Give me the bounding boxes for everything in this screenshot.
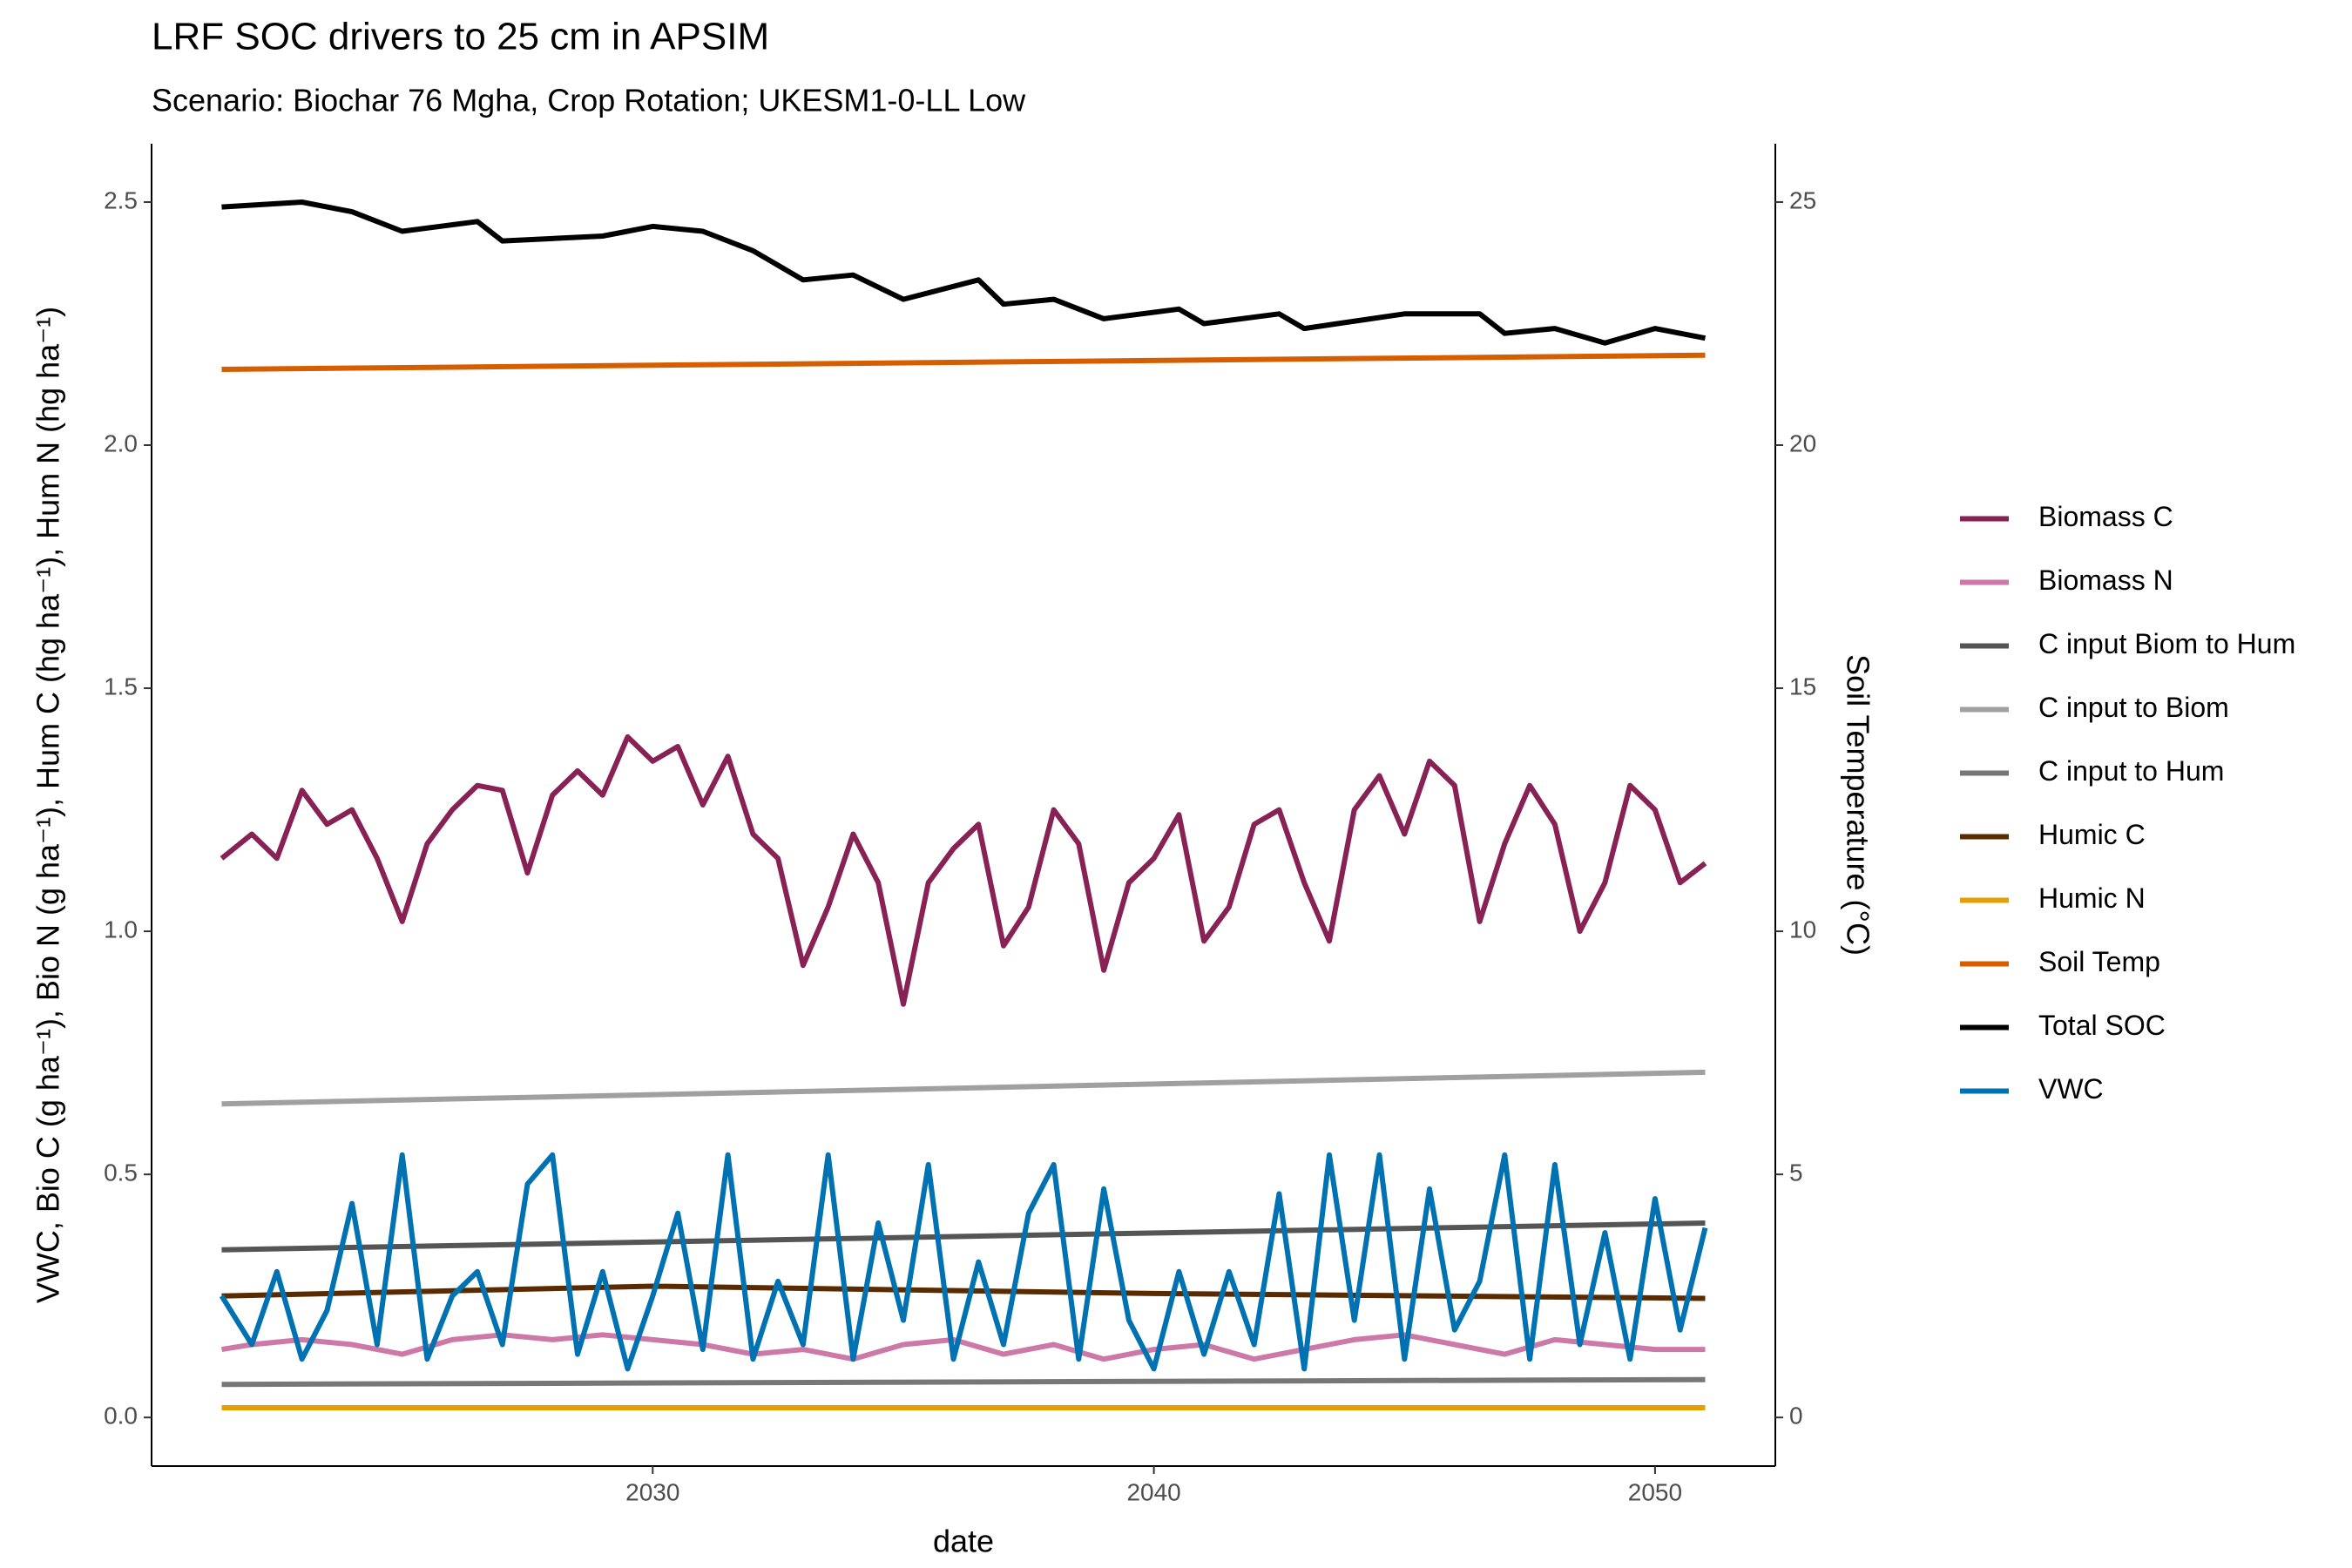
y-tick-label: 2.0 <box>104 429 138 456</box>
x-axis-title: date <box>933 1524 994 1559</box>
y2-tick-label: 25 <box>1789 186 1816 213</box>
series-line <box>221 1069 1706 1107</box>
series-line <box>221 199 1707 346</box>
y2-tick-label: 20 <box>1789 429 1816 456</box>
y-axis-title: VWC, Bio C (g ha⁻¹), Bio N (g ha⁻¹), Hum… <box>30 307 66 1303</box>
series-line <box>221 1283 1706 1301</box>
legend-label: Soil Temp <box>2038 946 2160 977</box>
series-line <box>220 733 1707 1007</box>
y2-axis-title: Soil Temperature (°C) <box>1840 654 1876 956</box>
y-tick-label: 0.5 <box>104 1159 138 1186</box>
series-line <box>221 1376 1706 1388</box>
legend-label: C input Biom to Hum <box>2038 628 2295 659</box>
legend-label: Humic N <box>2038 882 2146 914</box>
legend-label: Humic C <box>2038 819 2146 850</box>
y2-tick-label: 0 <box>1789 1402 1803 1429</box>
y2-tick-label: 10 <box>1789 916 1816 943</box>
chart-title: LRF SOC drivers to 25 cm in APSIM <box>152 16 769 58</box>
legend-label: Biomass C <box>2038 501 2173 532</box>
y-tick-label: 1.0 <box>104 916 138 943</box>
series-line <box>221 1332 1706 1362</box>
series-line <box>219 1152 1708 1372</box>
legend-label: Total SOC <box>2038 1010 2166 1041</box>
x-tick-label: 2050 <box>1628 1478 1682 1505</box>
legend-label: C input to Hum <box>2038 755 2224 787</box>
x-tick-label: 2040 <box>1126 1478 1180 1505</box>
legend-label: VWC <box>2038 1073 2104 1105</box>
y-tick-label: 0.0 <box>104 1402 138 1429</box>
legend-label: C input to Biom <box>2038 692 2229 723</box>
legend-label: Biomass N <box>2038 564 2173 596</box>
series-line <box>221 352 1706 372</box>
y2-tick-label: 15 <box>1789 672 1816 700</box>
chart-subtitle: Scenario: Biochar 76 Mgha, Crop Rotation… <box>152 83 1026 118</box>
y2-tick-label: 5 <box>1789 1159 1803 1186</box>
y-tick-label: 1.5 <box>104 672 138 700</box>
x-tick-label: 2030 <box>625 1478 679 1505</box>
y-tick-label: 2.5 <box>104 186 138 213</box>
series-line <box>221 1220 1706 1253</box>
